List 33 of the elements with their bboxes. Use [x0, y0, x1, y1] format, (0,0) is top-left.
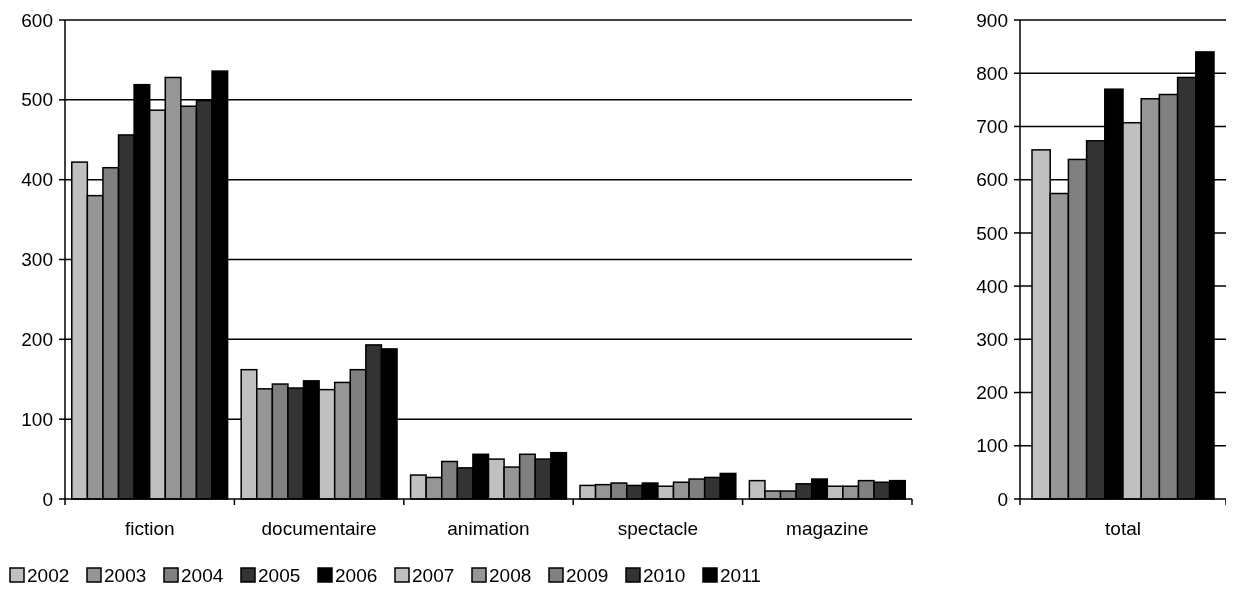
- y-tick-label: 600: [21, 9, 53, 31]
- x-tick-label: documentaire: [261, 518, 377, 539]
- y-tick-label: 300: [21, 249, 53, 271]
- x-axis-title: total: [1105, 518, 1141, 539]
- legend-label: 2010: [643, 564, 686, 586]
- y-tick-label: 400: [21, 169, 53, 191]
- y-tick-label: 200: [976, 382, 1008, 404]
- legend-label: 2004: [181, 564, 224, 586]
- y-tick-label: 900: [976, 9, 1008, 31]
- x-tick-label: spectacle: [617, 518, 699, 539]
- y-tick-label: 500: [976, 222, 1008, 244]
- y-tick-label: 200: [21, 328, 53, 350]
- legend-label: 2011: [720, 564, 761, 586]
- y-tick-label: 500: [21, 89, 53, 111]
- legend-label: 2002: [27, 564, 70, 586]
- y-tick-label: 700: [976, 116, 1008, 138]
- legend-label: 2009: [566, 564, 609, 586]
- y-tick-label: 400: [976, 275, 1008, 297]
- y-tick-label: 600: [976, 169, 1008, 191]
- y-tick-label: 0: [997, 488, 1008, 510]
- legend-label: 2005: [258, 564, 301, 586]
- y-tick-label: 0: [42, 488, 53, 510]
- x-tick-label: magazine: [786, 518, 869, 539]
- x-tick-label: animation: [447, 518, 530, 539]
- y-tick-label: 100: [21, 408, 53, 430]
- x-tick-label: fiction: [124, 518, 175, 539]
- y-tick-label: 100: [976, 435, 1008, 457]
- y-tick-label: 800: [976, 62, 1008, 84]
- legend-label: 2003: [104, 564, 147, 586]
- y-tick-label: 300: [976, 328, 1008, 350]
- legend-label: 2007: [412, 564, 455, 586]
- legend-label: 2008: [489, 564, 532, 586]
- legend-label: 2006: [335, 564, 378, 586]
